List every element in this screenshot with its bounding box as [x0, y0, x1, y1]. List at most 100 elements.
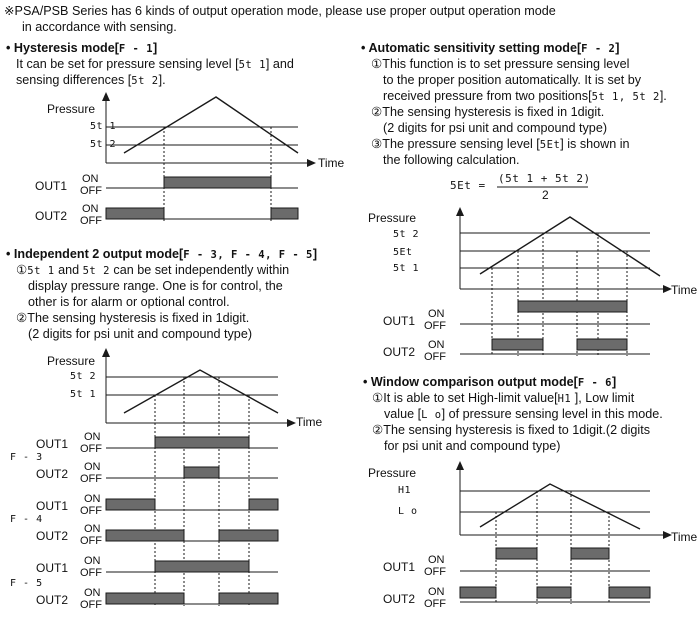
ind-pressure-label: Pressure — [47, 354, 96, 368]
window-item1-line2: value [L o] of pressure sensing level in… — [384, 407, 663, 421]
window-item1-line1: ①It is able to set High-limit value[H1 ]… — [372, 391, 635, 405]
auto-set-label: 5Et — [393, 247, 413, 258]
hyst-st1-label: 5t 1 — [90, 121, 117, 132]
win-out1-label: OUT1 — [383, 560, 416, 574]
auto-out1-on: ON — [428, 308, 445, 320]
ind-f4-out1-pulse — [105, 498, 156, 511]
hyst-out2-on: ON — [82, 203, 99, 215]
win-hi-label: H1 — [398, 485, 412, 496]
code-f2: F - 2 — [581, 43, 616, 55]
ind-f3-out1-label: OUT1 — [36, 437, 69, 451]
automatic-item2-line1: ②The sensing hysteresis is fixed in 1dig… — [371, 105, 605, 119]
hyst-st2-label: 5t 2 — [90, 139, 117, 150]
hyst-out1-on: ON — [82, 173, 99, 185]
auto-time-label: Time — [671, 283, 697, 297]
auto-out1-off: OFF — [424, 320, 446, 332]
win-pressure-label: Pressure — [368, 466, 417, 480]
win-out2-on: ON — [428, 586, 445, 598]
ind-f5-out1-pulse — [154, 560, 250, 573]
win-out1-off: OFF — [424, 566, 446, 578]
ind-f4-out2-off: OFF — [80, 535, 102, 547]
ind-f5-out1-on: ON — [84, 555, 101, 567]
automatic-title: • Automatic sensitivity setting mode[F -… — [361, 41, 620, 55]
ind-f5-out2-pulse — [218, 592, 279, 605]
formula-numerator: (5t 1 + 5t 2) — [498, 172, 591, 185]
ind-f3-out1-off: OFF — [80, 443, 102, 455]
auto-out2-on: ON — [428, 339, 445, 351]
win-out1-on: ON — [428, 554, 445, 566]
win-out2-pulse — [459, 586, 497, 599]
code-f6: F - 6 — [577, 377, 612, 389]
automatic-item3-line1: ③The pressure sensing level [5Et] is sho… — [371, 137, 630, 151]
hyst-x-arrow — [307, 159, 316, 167]
ind-f4-out1-on: ON — [84, 493, 101, 505]
ind-f3-out2-on: ON — [84, 461, 101, 473]
hyst-out2-pulse — [270, 207, 299, 220]
hysteresis-line2: sensing differences [5t 2]. — [16, 73, 166, 87]
ind-f5-out1-label: OUT1 — [36, 561, 69, 575]
ind-f4-out2-label: OUT2 — [36, 529, 69, 543]
formula-lhs: 5Et = — [450, 179, 486, 192]
header-note-line2: in accordance with sensing. — [22, 20, 177, 34]
header-note-line1: ※PSA/PSB Series has 6 kinds of output op… — [4, 4, 556, 18]
auto-out2-pulse — [491, 338, 544, 351]
hyst-pressure-label: Pressure — [47, 102, 96, 116]
hyst-pressure-curve — [123, 96, 299, 154]
auto-pressure-label: Pressure — [368, 211, 417, 225]
ind-f4-out1-pulse — [248, 498, 279, 511]
ind-time-label: Time — [296, 415, 323, 429]
ind-f3-out2-label: OUT2 — [36, 467, 69, 481]
win-out2-pulse — [608, 586, 651, 599]
automatic-item2-line2: (2 digits for psi unit and compound type… — [383, 121, 608, 135]
automatic-item1-line3: received pressure from two positions[5t … — [383, 89, 667, 103]
ind-st1-label: 5t 1 — [70, 389, 97, 400]
ind-f3-label: F - 3 — [10, 452, 43, 463]
ind-st2-label: 5t 2 — [70, 371, 97, 382]
hyst-out1-pulse — [163, 176, 272, 189]
win-out2-off: OFF — [424, 598, 446, 610]
ind-f5-label: F - 5 — [10, 578, 43, 589]
auto-out1-label: OUT1 — [383, 314, 416, 328]
hyst-out2-pulse — [105, 207, 165, 220]
hyst-out1-label: OUT1 — [35, 179, 68, 193]
ind-f5-out1-off: OFF — [80, 567, 102, 579]
ind-f4-out2-pulse — [105, 529, 185, 542]
ind-f4-label: F - 4 — [10, 514, 43, 525]
ind-f3-out2-pulse — [183, 466, 220, 479]
code-f3-f4-f5: F - 3, F - 4, F - 5 — [183, 249, 313, 261]
win-out1-pulse — [570, 547, 610, 560]
auto-out2-pulse — [576, 338, 628, 351]
hyst-out1-off: OFF — [80, 185, 102, 197]
ind-f4-out2-on: ON — [84, 523, 101, 535]
automatic-item1-line2: to the proper position automatically. It… — [383, 73, 642, 87]
independent-item1-line2: display pressure range. One is for contr… — [28, 279, 283, 293]
ind-f3-out2-off: OFF — [80, 473, 102, 485]
window-title: • Window comparison output mode[F - 6] — [363, 375, 617, 389]
auto-out2-off: OFF — [424, 351, 446, 363]
independent-item1-line1: ①5t 1 and 5t 2 can be set independently … — [16, 263, 290, 277]
formula-denominator: 2 — [542, 188, 549, 202]
hysteresis-title: • Hysteresis mode[F - 1] — [6, 41, 158, 55]
window-item2-line1: ②The sensing hysteresis is fixed to 1dig… — [372, 423, 650, 437]
independent-item2-line1: ②The sensing hysteresis is fixed in 1dig… — [16, 311, 250, 325]
ind-f3-out1-on: ON — [84, 431, 101, 443]
independent-title: • Independent 2 output mode[F - 3, F - 4… — [6, 247, 318, 261]
ind-f4-out2-pulse — [218, 529, 279, 542]
win-time-label: Time — [671, 530, 697, 544]
automatic-item1-line1: ①This function is to set pressure sensin… — [371, 57, 630, 71]
auto-st2-label: 5t 2 — [393, 229, 420, 240]
hysteresis-line1: It can be set for pressure sensing level… — [16, 57, 294, 71]
win-out1-pulse — [495, 547, 538, 560]
ind-pressure-curve — [123, 369, 279, 414]
hyst-out2-label: OUT2 — [35, 209, 68, 223]
ind-f5-out2-off: OFF — [80, 599, 102, 611]
ind-f4-out1-label: OUT1 — [36, 499, 69, 513]
independent-item1-line3: other is for alarm or optional control. — [28, 295, 230, 309]
automatic-item3-line2: the following calculation. — [383, 153, 520, 167]
hyst-out2-off: OFF — [80, 215, 102, 227]
code-f1: F - 1 — [118, 43, 154, 55]
win-out2-label: OUT2 — [383, 592, 416, 606]
win-out2-pulse — [536, 586, 572, 599]
